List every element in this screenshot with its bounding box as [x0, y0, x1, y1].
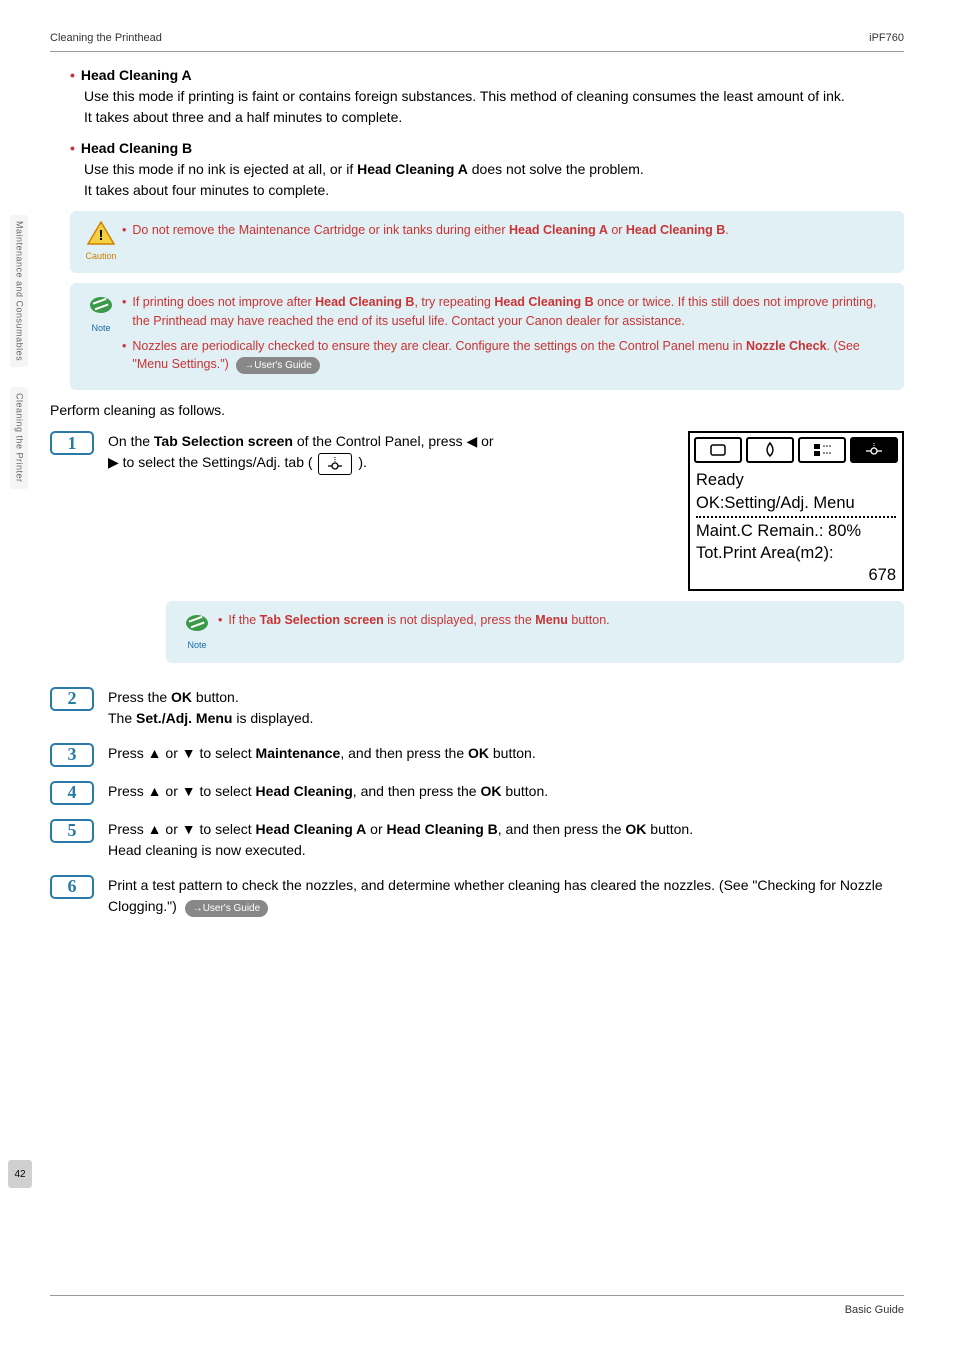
caution-icon-col: ! Caution [80, 221, 122, 263]
page-number: 42 [8, 1160, 32, 1188]
note1-li2: Nozzles are periodically checked to ensu… [132, 337, 892, 375]
step-number-2: 2 [50, 687, 94, 711]
note-box-2: Note • If the Tab Selection screen is no… [166, 601, 904, 663]
heading-cleaning-b: • Head Cleaning B [70, 138, 904, 159]
lcd-display: Ready OK:Setting/Adj. Menu Maint.C Remai… [688, 431, 904, 590]
b-l1b: Head Cleaning A [357, 161, 468, 177]
note1-li1: If printing does not improve after Head … [132, 293, 892, 331]
note2-text: If the Tab Selection screen is not displ… [228, 611, 609, 630]
content: • Head Cleaning A Use this mode if print… [70, 55, 904, 931]
step1-text: On the Tab Selection screen of the Contr… [108, 431, 688, 590]
side-tab-maintenance: Maintenance and Consumables [10, 215, 28, 367]
side-tabs: Maintenance and Consumables Cleaning the… [10, 215, 28, 493]
lcd-line2: OK:Setting/Adj. Menu [696, 492, 896, 514]
lcd-line1: Ready [696, 469, 896, 491]
step-5: 5 Press ▲ or ▼ to select Head Cleaning A… [50, 819, 904, 861]
footer: Basic Guide [50, 1295, 904, 1319]
section-a-line2: It takes about three and a half minutes … [84, 107, 904, 128]
bullet-icon: • [70, 138, 75, 159]
header-left: Cleaning the Printhead [50, 30, 162, 47]
step-4: 4 Press ▲ or ▼ to select Head Cleaning, … [50, 781, 904, 805]
page-header: Cleaning the Printhead iPF760 [50, 30, 904, 52]
lcd-divider [696, 516, 896, 518]
step-number-1: 1 [50, 431, 94, 455]
lcd-line3: Maint.C Remain.: 80% [696, 520, 896, 542]
side-tab-cleaning: Cleaning the Printer [10, 387, 28, 489]
note-box-1: Note • If printing does not improve afte… [70, 283, 904, 390]
section-a-line1: Use this mode if printing is faint or co… [84, 86, 904, 107]
heading-b-title: Head Cleaning B [81, 138, 192, 159]
note2-content: • If the Tab Selection screen is not dis… [218, 611, 892, 653]
perform-text: Perform cleaning as follows. [50, 400, 904, 421]
lcd-line4: Tot.Print Area(m2): [696, 542, 896, 564]
b-l1a: Use this mode if no ink is ejected at al… [84, 161, 357, 177]
note-icon [89, 293, 113, 317]
display-tab-4-active [850, 437, 898, 463]
step-2: 2 Press the OK button. The Set./Adj. Men… [50, 687, 904, 729]
display-tab-3 [798, 437, 846, 463]
caution-icon: ! [87, 221, 115, 245]
bullet-icon: • [122, 221, 126, 240]
step-number-5: 5 [50, 819, 94, 843]
step-3: 3 Press ▲ or ▼ to select Maintenance, an… [50, 743, 904, 767]
display-tab-1 [694, 437, 742, 463]
caution-content: • Do not remove the Maintenance Cartridg… [122, 221, 892, 263]
svg-text:!: ! [99, 227, 104, 244]
step-6: 6 Print a test pattern to check the nozz… [50, 875, 904, 917]
lcd-line5: 678 [696, 564, 896, 586]
header-right: iPF760 [869, 30, 904, 47]
bullet-icon: • [122, 337, 126, 375]
footer-text: Basic Guide [845, 1304, 904, 1316]
step-number-4: 4 [50, 781, 94, 805]
note-icon [185, 611, 209, 635]
heading-cleaning-a: • Head Cleaning A [70, 65, 904, 86]
bullet-icon: • [218, 611, 222, 630]
b-l1c: does not solve the problem. [468, 161, 644, 177]
note-label: Note [176, 639, 218, 653]
bullet-icon: • [122, 293, 126, 331]
step-1: 1 On the Tab Selection screen of the Con… [50, 431, 904, 672]
step2-text: Press the OK button. The Set./Adj. Menu … [108, 687, 904, 729]
step3-text: Press ▲ or ▼ to select Maintenance, and … [108, 743, 904, 767]
step-number-6: 6 [50, 875, 94, 899]
display-tab-2 [746, 437, 794, 463]
caution-text: Do not remove the Maintenance Cartridge … [132, 221, 728, 240]
note1-content: • If printing does not improve after Hea… [122, 293, 892, 380]
section-b-line1: Use this mode if no ink is ejected at al… [84, 159, 904, 180]
users-guide-badge: →User's Guide [185, 900, 269, 917]
step5-text: Press ▲ or ▼ to select Head Cleaning A o… [108, 819, 904, 861]
step4-text: Press ▲ or ▼ to select Head Cleaning, an… [108, 781, 904, 805]
settings-tab-icon [318, 453, 352, 475]
note-label: Note [80, 322, 122, 336]
note-icon-col: Note [176, 611, 218, 653]
bullet-icon: • [70, 65, 75, 86]
heading-a-title: Head Cleaning A [81, 65, 192, 86]
caution-box: ! Caution • Do not remove the Maintenanc… [70, 211, 904, 273]
section-b-line2: It takes about four minutes to complete. [84, 180, 904, 201]
step6-text: Print a test pattern to check the nozzle… [108, 875, 904, 917]
users-guide-badge: →User's Guide [236, 357, 320, 374]
caution-label: Caution [80, 250, 122, 264]
step-number-3: 3 [50, 743, 94, 767]
note-icon-col: Note [80, 293, 122, 380]
